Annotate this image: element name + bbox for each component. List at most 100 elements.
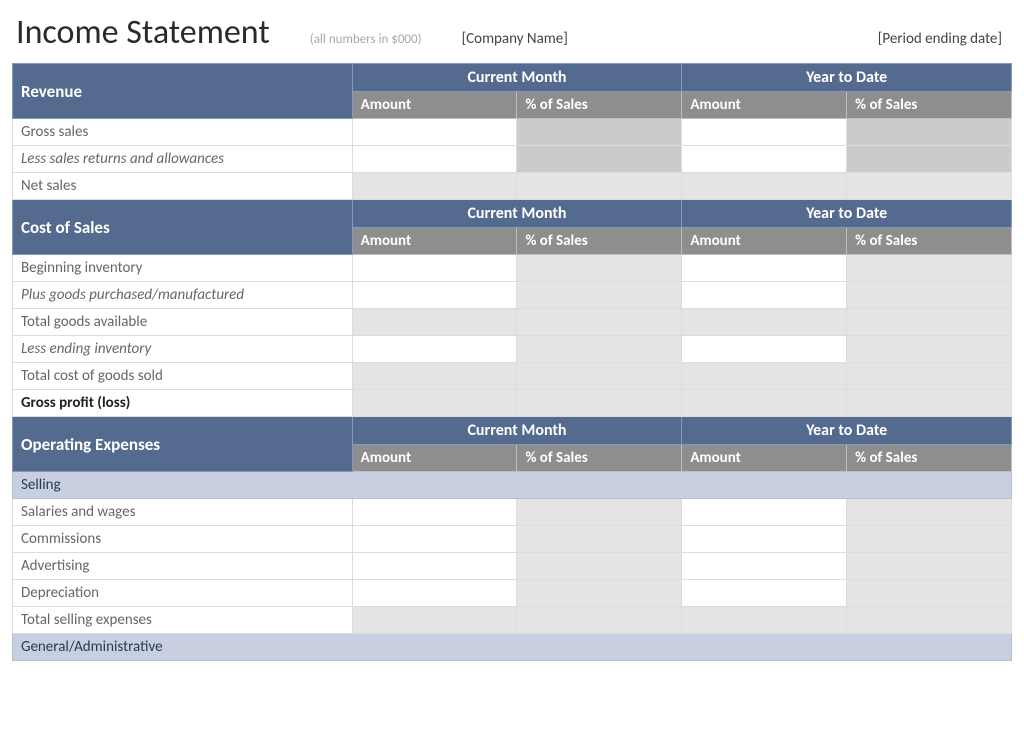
table-row: Total cost of goods sold (13, 363, 1012, 390)
page-title: Income Statement (16, 12, 270, 53)
row-label: Total selling expenses (13, 607, 353, 634)
data-cell (682, 173, 847, 200)
section-title: Revenue (13, 64, 353, 119)
data-cell (847, 282, 1012, 309)
data-cell (847, 580, 1012, 607)
col-amount: Amount (352, 228, 517, 255)
row-label: Advertising (13, 553, 353, 580)
col-group-year-to-date: Year to Date (682, 417, 1012, 445)
table-row: Net sales (13, 173, 1012, 200)
row-label: Depreciation (13, 580, 353, 607)
data-cell[interactable] (352, 336, 517, 363)
income-statement-table: RevenueCurrent MonthYear to DateAmount% … (12, 63, 1012, 661)
col-group-current-month: Current Month (352, 200, 682, 228)
col-pct-sales: % of Sales (517, 92, 682, 119)
data-cell[interactable] (682, 553, 847, 580)
data-cell[interactable] (352, 580, 517, 607)
row-label: Gross profit (loss) (13, 390, 353, 417)
data-cell (517, 336, 682, 363)
row-label: Less sales returns and allowances (13, 146, 353, 173)
data-cell (517, 282, 682, 309)
row-label: Commissions (13, 526, 353, 553)
table-row: Less ending inventory (13, 336, 1012, 363)
data-cell (517, 146, 682, 173)
table-row: Beginning inventory (13, 255, 1012, 282)
col-amount: Amount (682, 92, 847, 119)
data-cell[interactable] (352, 282, 517, 309)
col-amount: Amount (682, 445, 847, 472)
data-cell (517, 580, 682, 607)
data-cell (517, 607, 682, 634)
data-cell[interactable] (352, 146, 517, 173)
data-cell (517, 390, 682, 417)
row-label: Less ending inventory (13, 336, 353, 363)
data-cell (517, 255, 682, 282)
row-label: Gross sales (13, 119, 353, 146)
data-cell[interactable] (682, 580, 847, 607)
data-cell (352, 363, 517, 390)
data-cell (847, 526, 1012, 553)
data-cell (847, 255, 1012, 282)
col-pct-sales: % of Sales (847, 92, 1012, 119)
table-row: Gross profit (loss) (13, 390, 1012, 417)
data-cell[interactable] (352, 255, 517, 282)
data-cell[interactable] (352, 526, 517, 553)
table-row: Gross sales (13, 119, 1012, 146)
table-row: Commissions (13, 526, 1012, 553)
data-cell (517, 309, 682, 336)
data-cell (352, 173, 517, 200)
table-row: Total goods available (13, 309, 1012, 336)
row-label: Plus goods purchased/manufactured (13, 282, 353, 309)
row-label: Beginning inventory (13, 255, 353, 282)
data-cell (847, 309, 1012, 336)
data-cell (682, 309, 847, 336)
table-row: Less sales returns and allowances (13, 146, 1012, 173)
data-cell[interactable] (682, 119, 847, 146)
data-cell[interactable] (682, 336, 847, 363)
row-label: Net sales (13, 173, 353, 200)
data-cell (847, 146, 1012, 173)
data-cell[interactable] (352, 119, 517, 146)
col-group-current-month: Current Month (352, 417, 682, 445)
data-cell (517, 363, 682, 390)
data-cell (847, 607, 1012, 634)
category-band: General/Administrative (13, 634, 1012, 661)
col-group-year-to-date: Year to Date (682, 200, 1012, 228)
page-header: Income Statement (all numbers in $000) [… (12, 12, 1012, 53)
table-row: Plus goods purchased/manufactured (13, 282, 1012, 309)
data-cell (847, 390, 1012, 417)
data-cell (352, 607, 517, 634)
period-ending-placeholder[interactable]: [Period ending date] (878, 30, 1012, 48)
table-row: Total selling expenses (13, 607, 1012, 634)
table-row: Depreciation (13, 580, 1012, 607)
col-group-current-month: Current Month (352, 64, 682, 92)
row-label: Salaries and wages (13, 499, 353, 526)
data-cell[interactable] (682, 146, 847, 173)
table-row: Advertising (13, 553, 1012, 580)
data-cell (682, 390, 847, 417)
data-cell (682, 363, 847, 390)
col-pct-sales: % of Sales (847, 228, 1012, 255)
data-cell (682, 607, 847, 634)
row-label: Total cost of goods sold (13, 363, 353, 390)
data-cell (517, 173, 682, 200)
data-cell[interactable] (682, 255, 847, 282)
col-pct-sales: % of Sales (517, 445, 682, 472)
data-cell[interactable] (682, 499, 847, 526)
section-title: Cost of Sales (13, 200, 353, 255)
section-title: Operating Expenses (13, 417, 353, 472)
data-cell[interactable] (682, 282, 847, 309)
units-note: (all numbers in $000) (310, 32, 422, 47)
table-row: Salaries and wages (13, 499, 1012, 526)
col-pct-sales: % of Sales (517, 228, 682, 255)
data-cell[interactable] (352, 553, 517, 580)
data-cell[interactable] (682, 526, 847, 553)
data-cell (352, 309, 517, 336)
data-cell (847, 553, 1012, 580)
data-cell (847, 336, 1012, 363)
data-cell (352, 390, 517, 417)
category-band: Selling (13, 472, 1012, 499)
data-cell[interactable] (352, 499, 517, 526)
col-amount: Amount (682, 228, 847, 255)
company-name-placeholder[interactable]: [Company Name] (462, 30, 838, 48)
